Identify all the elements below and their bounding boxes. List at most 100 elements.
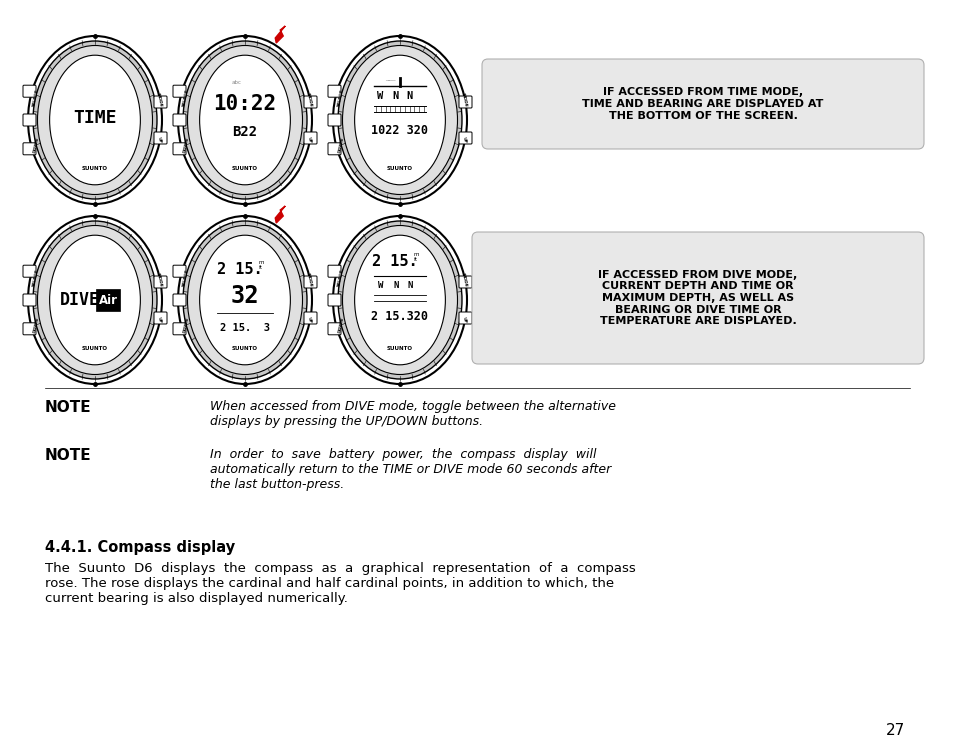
FancyBboxPatch shape — [458, 312, 472, 324]
Text: DOWN: DOWN — [337, 317, 344, 333]
Text: abc: abc — [232, 79, 242, 85]
FancyBboxPatch shape — [328, 265, 340, 277]
Polygon shape — [275, 206, 285, 223]
Text: In  order  to  save  battery  power,  the  compass  display  will
automatically : In order to save battery power, the comp… — [210, 448, 611, 491]
Text: 2 15.  3: 2 15. 3 — [220, 323, 270, 333]
Text: SUUNTO: SUUNTO — [387, 346, 413, 352]
Ellipse shape — [37, 225, 152, 374]
Ellipse shape — [333, 216, 467, 384]
Text: MODE: MODE — [305, 92, 313, 107]
Text: DOWN: DOWN — [337, 137, 344, 153]
Text: ___: ___ — [384, 75, 395, 81]
FancyBboxPatch shape — [172, 85, 186, 98]
Ellipse shape — [199, 55, 290, 184]
Text: When accessed from DIVE mode, toggle between the alternative
displays by pressin: When accessed from DIVE mode, toggle bet… — [210, 400, 616, 428]
Text: NOTE: NOTE — [45, 400, 91, 415]
Text: 2 15.: 2 15. — [217, 262, 262, 277]
Text: The  Suunto  D6  displays  the  compass  as  a  graphical  representation  of  a: The Suunto D6 displays the compass as a … — [45, 562, 635, 605]
Text: W: W — [376, 91, 383, 101]
FancyBboxPatch shape — [172, 294, 186, 306]
FancyBboxPatch shape — [481, 59, 923, 149]
Ellipse shape — [178, 216, 312, 384]
Text: N: N — [406, 91, 413, 101]
Text: NOTE: NOTE — [45, 448, 91, 463]
Text: N: N — [407, 281, 413, 290]
Text: SELECT: SELECT — [182, 88, 190, 107]
FancyBboxPatch shape — [153, 312, 167, 324]
Text: MODE: MODE — [460, 272, 467, 287]
Text: SELECT: SELECT — [32, 88, 40, 107]
Text: 10:22: 10:22 — [213, 94, 276, 114]
Text: IF ACCESSED FROM DIVE MODE,
CURRENT DEPTH AND TIME OR
MAXIMUM DEPTH, AS WELL AS
: IF ACCESSED FROM DIVE MODE, CURRENT DEPT… — [598, 270, 797, 326]
FancyBboxPatch shape — [172, 265, 186, 277]
Ellipse shape — [33, 221, 157, 379]
FancyBboxPatch shape — [172, 323, 186, 335]
Polygon shape — [482, 96, 494, 112]
Ellipse shape — [337, 221, 461, 379]
Ellipse shape — [28, 216, 162, 384]
Ellipse shape — [33, 41, 157, 199]
FancyBboxPatch shape — [23, 114, 36, 126]
FancyBboxPatch shape — [328, 323, 340, 335]
Ellipse shape — [183, 41, 307, 199]
Text: MODE: MODE — [155, 272, 162, 287]
FancyBboxPatch shape — [328, 143, 340, 155]
Text: 2 15.: 2 15. — [372, 255, 417, 269]
FancyBboxPatch shape — [472, 232, 923, 364]
Ellipse shape — [178, 36, 312, 204]
Text: SELECT: SELECT — [336, 268, 344, 287]
Text: N: N — [393, 281, 398, 290]
FancyBboxPatch shape — [304, 96, 316, 108]
Text: Air: Air — [98, 293, 117, 306]
Text: 27: 27 — [884, 723, 904, 738]
FancyBboxPatch shape — [172, 114, 186, 126]
FancyBboxPatch shape — [153, 96, 167, 108]
Text: UP: UP — [461, 136, 466, 144]
FancyBboxPatch shape — [172, 143, 186, 155]
Text: DOWN: DOWN — [182, 137, 190, 153]
Text: UP: UP — [306, 136, 312, 144]
FancyBboxPatch shape — [153, 132, 167, 144]
Text: SELECT: SELECT — [336, 88, 344, 107]
Text: DOWN: DOWN — [32, 137, 40, 153]
Text: SUUNTO: SUUNTO — [82, 166, 108, 172]
Text: m
ft: m ft — [258, 259, 263, 271]
Text: SUUNTO: SUUNTO — [387, 166, 413, 172]
Ellipse shape — [188, 225, 302, 374]
FancyBboxPatch shape — [153, 276, 167, 288]
Text: UP: UP — [461, 316, 466, 324]
FancyBboxPatch shape — [458, 132, 472, 144]
Ellipse shape — [37, 45, 152, 194]
FancyBboxPatch shape — [96, 289, 120, 311]
Text: DIVE: DIVE — [60, 291, 100, 309]
FancyBboxPatch shape — [23, 265, 36, 277]
Ellipse shape — [355, 235, 445, 365]
Text: SUUNTO: SUUNTO — [82, 346, 108, 352]
Ellipse shape — [199, 235, 290, 365]
Ellipse shape — [188, 45, 302, 194]
Text: TIME: TIME — [73, 109, 116, 127]
Text: SELECT: SELECT — [182, 268, 190, 287]
Ellipse shape — [342, 45, 457, 194]
Ellipse shape — [28, 36, 162, 204]
Text: UP: UP — [306, 316, 312, 324]
FancyBboxPatch shape — [328, 114, 340, 126]
Text: UP: UP — [156, 136, 161, 144]
Text: SELECT: SELECT — [32, 268, 40, 287]
FancyBboxPatch shape — [328, 85, 340, 98]
Ellipse shape — [342, 225, 457, 374]
Ellipse shape — [183, 221, 307, 379]
Polygon shape — [473, 290, 483, 306]
Ellipse shape — [337, 41, 461, 199]
FancyBboxPatch shape — [23, 143, 36, 155]
Text: SUUNTO: SUUNTO — [232, 346, 257, 352]
FancyBboxPatch shape — [328, 294, 340, 306]
FancyBboxPatch shape — [23, 294, 36, 306]
Text: UP: UP — [156, 316, 161, 324]
FancyBboxPatch shape — [23, 323, 36, 335]
FancyBboxPatch shape — [23, 85, 36, 98]
Text: 32: 32 — [231, 284, 259, 308]
FancyBboxPatch shape — [458, 276, 472, 288]
FancyBboxPatch shape — [304, 312, 316, 324]
Text: DOWN: DOWN — [182, 317, 190, 333]
